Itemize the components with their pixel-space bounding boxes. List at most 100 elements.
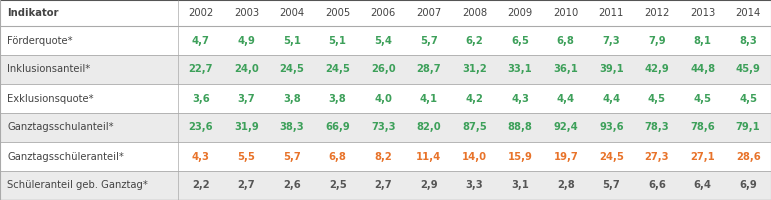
Text: 2010: 2010 [553,8,578,18]
Bar [0,142,771,171]
Text: 6,8: 6,8 [557,36,574,46]
Text: 8,1: 8,1 [694,36,712,46]
Text: 45,9: 45,9 [736,64,761,74]
Text: 3,3: 3,3 [466,180,483,190]
Bar [0,171,771,200]
Text: 3,8: 3,8 [328,94,346,104]
Text: 2,8: 2,8 [557,180,574,190]
Text: 6,6: 6,6 [648,180,666,190]
Text: 5,1: 5,1 [283,36,301,46]
Text: 2003: 2003 [234,8,259,18]
Text: 15,9: 15,9 [507,152,533,162]
Text: 23,6: 23,6 [188,122,213,132]
Text: 7,3: 7,3 [602,36,620,46]
Text: 4,1: 4,1 [420,94,438,104]
Text: 2012: 2012 [645,8,670,18]
Text: 4,9: 4,9 [237,36,255,46]
Text: 3,6: 3,6 [192,94,210,104]
Text: 4,7: 4,7 [192,36,210,46]
Text: 2,9: 2,9 [420,180,438,190]
Text: 2,7: 2,7 [237,180,255,190]
Text: 6,8: 6,8 [328,152,347,162]
Text: 6,9: 6,9 [739,180,757,190]
Text: Indikator: Indikator [7,8,59,18]
Text: 3,8: 3,8 [283,94,301,104]
Text: 73,3: 73,3 [371,122,396,132]
Text: 26,0: 26,0 [371,64,396,74]
Text: 24,0: 24,0 [234,64,259,74]
Text: 2013: 2013 [690,8,715,18]
Text: 78,6: 78,6 [690,122,715,132]
Text: 31,2: 31,2 [462,64,487,74]
Text: 44,8: 44,8 [690,64,715,74]
Text: 6,4: 6,4 [694,180,712,190]
Text: Ganztagsschulanteil*: Ganztagsschulanteil* [7,122,113,132]
Text: 66,9: 66,9 [325,122,350,132]
Text: 24,5: 24,5 [325,64,350,74]
Text: 93,6: 93,6 [599,122,624,132]
Text: Exklusionsquote*: Exklusionsquote* [7,94,93,104]
Text: 2006: 2006 [371,8,396,18]
Text: 39,1: 39,1 [599,64,624,74]
Text: 42,9: 42,9 [645,64,669,74]
Text: 19,7: 19,7 [554,152,578,162]
Text: 4,4: 4,4 [602,94,621,104]
Bar [0,0,771,26]
Text: 4,3: 4,3 [511,94,529,104]
Text: 82,0: 82,0 [416,122,441,132]
Text: 2004: 2004 [279,8,305,18]
Bar [0,55,771,84]
Text: 6,5: 6,5 [511,36,529,46]
Text: 88,8: 88,8 [507,122,533,132]
Text: 8,2: 8,2 [375,152,392,162]
Text: 4,3: 4,3 [192,152,210,162]
Text: 2014: 2014 [736,8,761,18]
Text: 5,4: 5,4 [374,36,392,46]
Text: 2,6: 2,6 [283,180,301,190]
Text: Inklusionsanteil*: Inklusionsanteil* [7,64,90,74]
Text: 24,5: 24,5 [280,64,305,74]
Text: 2,2: 2,2 [192,180,210,190]
Bar [0,26,771,55]
Text: 28,7: 28,7 [416,64,441,74]
Text: 5,5: 5,5 [237,152,255,162]
Text: 7,9: 7,9 [648,36,666,46]
Text: 79,1: 79,1 [736,122,760,132]
Bar [0,113,771,142]
Text: 2008: 2008 [462,8,487,18]
Text: 3,7: 3,7 [237,94,255,104]
Text: 2007: 2007 [416,8,442,18]
Text: 2011: 2011 [598,8,624,18]
Text: Förderquote*: Förderquote* [7,36,72,46]
Text: 4,5: 4,5 [739,94,757,104]
Text: 8,3: 8,3 [739,36,757,46]
Text: 5,7: 5,7 [283,152,301,162]
Text: 14,0: 14,0 [462,152,487,162]
Text: 87,5: 87,5 [462,122,487,132]
Text: 4,2: 4,2 [466,94,483,104]
Text: 2005: 2005 [325,8,350,18]
Text: 6,2: 6,2 [466,36,483,46]
Text: 11,4: 11,4 [416,152,442,162]
Text: 5,7: 5,7 [602,180,620,190]
Text: 3,1: 3,1 [511,180,529,190]
Text: 2002: 2002 [188,8,214,18]
Bar [0,84,771,113]
Text: 31,9: 31,9 [234,122,259,132]
Text: 2,5: 2,5 [328,180,346,190]
Text: 4,0: 4,0 [375,94,392,104]
Text: 92,4: 92,4 [554,122,578,132]
Text: 22,7: 22,7 [189,64,213,74]
Text: 2009: 2009 [507,8,533,18]
Text: 38,3: 38,3 [280,122,305,132]
Text: 4,5: 4,5 [694,94,712,104]
Text: 28,6: 28,6 [736,152,760,162]
Text: 5,1: 5,1 [328,36,347,46]
Text: 4,4: 4,4 [557,94,575,104]
Text: Schüleranteil geb. Ganztag*: Schüleranteil geb. Ganztag* [7,180,148,190]
Text: 33,1: 33,1 [508,64,533,74]
Text: Ganztagsschüleranteil*: Ganztagsschüleranteil* [7,152,124,162]
Text: 4,5: 4,5 [648,94,666,104]
Text: 24,5: 24,5 [599,152,624,162]
Text: 27,1: 27,1 [690,152,715,162]
